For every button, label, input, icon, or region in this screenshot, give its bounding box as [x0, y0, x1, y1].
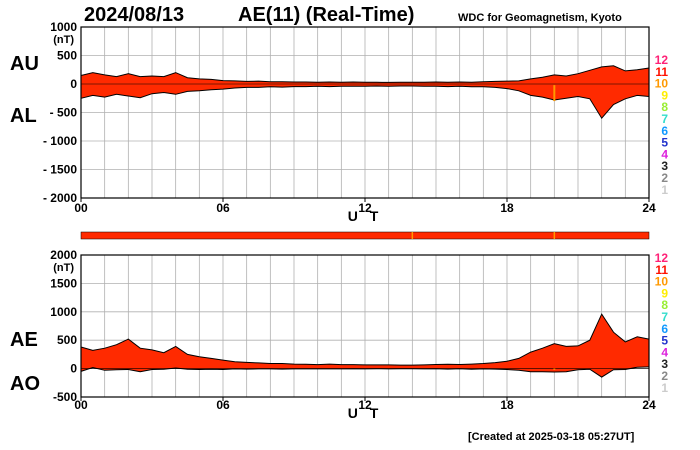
series-line-au [80, 65, 650, 83]
y-tick-label: 1500 [50, 276, 77, 290]
station-key-label: 12 [655, 251, 669, 265]
series-label-al: AL [10, 105, 37, 127]
created-timestamp: [Created at 2025-03-18 05:27UT] [468, 431, 635, 443]
station-key-label: 7 [661, 112, 668, 126]
station-key-label: 4 [661, 345, 668, 359]
series-label-au: AU [10, 53, 39, 75]
y-tick-label: 2000 [50, 248, 77, 262]
station-key-label: 8 [661, 298, 668, 312]
y-tick-label: - 2000 [43, 191, 77, 205]
y-tick-label: -500 [53, 390, 77, 404]
x-tick-label: 12 [358, 201, 372, 215]
coverage-bar [80, 231, 650, 240]
y-tick-label: 0 [70, 362, 77, 376]
y-tick-label: 1000 [50, 20, 77, 34]
x-tick-label: 18 [500, 398, 514, 412]
x-axis-label: U T [348, 405, 383, 421]
x-tick-label: 06 [216, 201, 230, 215]
plot-title: AE(11) (Real-Time) [238, 4, 415, 26]
station-key-label: 3 [661, 159, 668, 173]
station-key-label: 7 [661, 310, 668, 324]
y-tick-label: 500 [57, 333, 77, 347]
station-key-label: 10 [655, 275, 669, 289]
x-axis-label: U T [348, 208, 383, 224]
station-key-label: 8 [661, 100, 668, 114]
station-key-label: 12 [655, 53, 669, 67]
y-tick-label: - 1000 [43, 134, 77, 148]
station-key-label: 9 [661, 88, 668, 102]
station-key-label: 1 [661, 183, 668, 197]
series-label-ae: AE [10, 329, 38, 351]
unit-label: (nT) [53, 34, 74, 46]
station-key-label: 9 [661, 286, 668, 300]
unit-label: (nT) [53, 262, 74, 274]
x-tick-label: 18 [500, 201, 514, 215]
y-tick-label: 0 [70, 77, 77, 91]
y-tick-label: - 500 [50, 106, 78, 120]
station-key-label: 6 [661, 124, 668, 138]
x-tick-label: 12 [358, 398, 372, 412]
station-key-label: 4 [661, 147, 668, 161]
station-key-label: 10 [655, 77, 669, 91]
series-label-ao: AO [10, 373, 40, 395]
station-key-label: 11 [655, 65, 668, 79]
station-key-label: 5 [661, 334, 668, 348]
plot-date: 2024/08/13 [84, 4, 185, 26]
y-tick-label: 500 [57, 49, 77, 63]
series-line-ae [80, 313, 650, 366]
station-key-label: 1 [661, 381, 668, 395]
station-key-label: 6 [661, 322, 668, 336]
data-source: WDC for Geomagnetism, Kyoto [458, 12, 622, 24]
x-tick-label: 24 [642, 201, 656, 215]
station-key-label: 2 [661, 171, 668, 185]
x-tick-label: 06 [216, 398, 230, 412]
station-key-label: 2 [661, 369, 668, 383]
y-tick-label: 1000 [50, 305, 77, 319]
y-tick-label: - 1500 [43, 163, 77, 177]
station-key-label: 11 [655, 263, 668, 277]
x-tick-label: 00 [74, 398, 88, 412]
station-key-label: 5 [661, 136, 668, 150]
series-fill-area [81, 65, 649, 119]
x-tick-label: 24 [642, 398, 656, 412]
x-tick-label: 00 [74, 201, 88, 215]
station-key-label: 3 [661, 357, 668, 371]
